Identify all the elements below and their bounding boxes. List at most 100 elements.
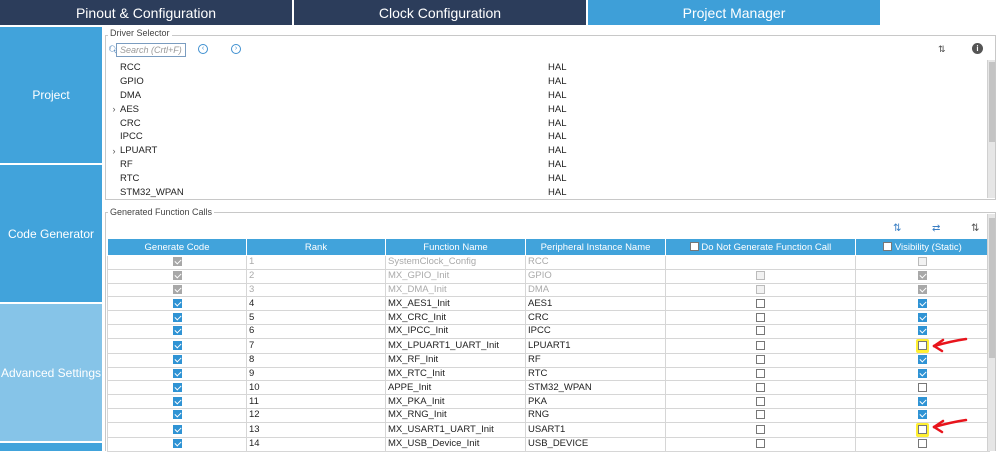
driver-row[interactable]: RCC HAL <box>108 61 988 75</box>
driver-selector-legend: Driver Selector <box>108 28 172 38</box>
driver-row[interactable]: › AES HAL <box>108 102 988 116</box>
generate-code-checkbox[interactable] <box>172 396 182 406</box>
function-name-cell: MX_IPCC_Init <box>385 323 526 339</box>
do-not-generate-checkbox[interactable] <box>756 382 765 392</box>
table-row[interactable]: 11 MX_PKA_Init PKA <box>107 394 990 409</box>
function-table-scrollbar[interactable] <box>987 214 995 451</box>
table-row[interactable]: 8 MX_RF_Init RF <box>107 352 990 368</box>
tab-clock-configuration[interactable]: Clock Configuration <box>294 0 588 25</box>
do-not-generate-all-checkbox[interactable] <box>689 242 699 252</box>
generate-code-checkbox[interactable] <box>172 439 182 449</box>
do-not-generate-checkbox[interactable] <box>756 396 765 406</box>
do-not-generate-checkbox[interactable] <box>756 340 765 350</box>
info-icon[interactable]: i <box>972 43 983 54</box>
generate-code-checkbox[interactable] <box>172 368 182 378</box>
expand-chevron-icon[interactable]: › <box>112 145 116 156</box>
driver-row[interactable]: CRC HAL <box>108 116 988 130</box>
visibility-static-checkbox[interactable] <box>918 340 927 350</box>
driver-peripheral-name: CRC <box>120 117 141 129</box>
move-down-icon[interactable]: ⇄ <box>932 223 941 234</box>
driver-row[interactable]: GPIO HAL <box>108 75 988 89</box>
table-row[interactable]: 7 MX_LPUART1_UART_Init LPUART1 <box>107 337 990 354</box>
driver-type[interactable]: HAL <box>548 117 567 129</box>
driver-type[interactable]: HAL <box>548 103 567 115</box>
driver-row[interactable]: STM32_WPAN HAL <box>108 185 988 199</box>
move-up-icon[interactable]: ⇅ <box>893 223 902 234</box>
peripheral-instance-cell: RTC <box>525 366 666 382</box>
generate-code-checkbox[interactable] <box>172 340 182 350</box>
table-row[interactable]: 10 APPE_Init STM32_WPAN <box>107 380 990 396</box>
driver-type[interactable]: HAL <box>548 131 567 143</box>
driver-row[interactable]: IPCC HAL <box>108 130 988 144</box>
driver-type[interactable]: HAL <box>548 172 567 184</box>
do-not-generate-checkbox[interactable] <box>756 368 765 378</box>
driver-type[interactable]: HAL <box>548 62 567 74</box>
generate-code-checkbox[interactable] <box>172 424 182 434</box>
visibility-static-checkbox[interactable] <box>918 312 927 322</box>
do-not-generate-checkbox[interactable] <box>756 424 765 434</box>
sidebar-item-advanced-settings[interactable]: Advanced Settings <box>0 304 102 441</box>
driver-type[interactable]: HAL <box>548 89 567 101</box>
table-row[interactable]: 13 MX_USART1_UART_Init USART1 <box>107 421 990 438</box>
sidebar-item-project[interactable]: Project <box>0 27 102 163</box>
function-name-cell: MX_DMA_Init <box>385 282 526 298</box>
driver-row[interactable]: RF HAL <box>108 158 988 172</box>
generate-code-checkbox[interactable] <box>172 410 182 420</box>
do-not-generate-checkbox[interactable] <box>756 298 765 308</box>
visibility-static-checkbox[interactable] <box>918 410 927 420</box>
visibility-static-checkbox[interactable] <box>918 326 927 336</box>
peripheral-instance-cell: DMA <box>525 282 666 298</box>
driver-row[interactable]: › LPUART HAL <box>108 144 988 158</box>
driver-list-scrollbar[interactable] <box>987 60 995 198</box>
generate-code-checkbox[interactable] <box>172 355 182 365</box>
table-row[interactable]: 5 MX_CRC_Init CRC <box>107 310 990 325</box>
table-row[interactable]: 3 MX_DMA_Init DMA <box>107 282 990 298</box>
header-rank[interactable]: Rank <box>246 238 386 256</box>
header-peripheral-instance-name[interactable]: Peripheral Instance Name <box>525 238 666 256</box>
expand-all-icon[interactable]: › <box>231 44 241 54</box>
driver-row[interactable]: DMA HAL <box>108 89 988 103</box>
header-visibility-static[interactable]: Visibility (Static) <box>855 238 990 256</box>
sort-icon[interactable]: ⇅ <box>971 223 980 234</box>
table-row[interactable]: 12 MX_RNG_Init RNG <box>107 407 990 423</box>
sidebar-item-code-generator[interactable]: Code Generator <box>0 165 102 302</box>
do-not-generate-checkbox[interactable] <box>756 355 765 365</box>
tab-pinout-configuration[interactable]: Pinout & Configuration <box>0 0 294 25</box>
table-row[interactable]: 9 MX_RTC_Init RTC <box>107 366 990 382</box>
generate-code-checkbox[interactable] <box>172 312 182 322</box>
table-row[interactable]: 1 SystemClock_Config RCC <box>107 255 990 270</box>
generate-code-checkbox[interactable] <box>172 298 182 308</box>
table-row[interactable]: 4 MX_AES1_Init AES1 <box>107 296 990 312</box>
driver-type[interactable]: HAL <box>548 145 567 157</box>
visibility-static-checkbox[interactable] <box>918 368 927 378</box>
header-function-name[interactable]: Function Name <box>385 238 526 256</box>
visibility-static-checkbox[interactable] <box>918 439 927 449</box>
visibility-static-checkbox[interactable] <box>918 396 927 406</box>
visibility-static-checkbox[interactable] <box>918 424 927 434</box>
driver-type[interactable]: HAL <box>548 76 567 88</box>
driver-row[interactable]: RTC HAL <box>108 171 988 185</box>
sort-icon[interactable]: ⇅ <box>938 44 946 54</box>
tab-project-manager[interactable]: Project Manager <box>588 0 882 25</box>
header-do-not-generate[interactable]: Do Not Generate Function Call <box>665 238 856 256</box>
do-not-generate-checkbox[interactable] <box>756 410 765 420</box>
generate-code-checkbox[interactable] <box>172 382 182 392</box>
visibility-static-checkbox[interactable] <box>918 382 927 392</box>
table-row[interactable]: 2 MX_GPIO_Init GPIO <box>107 268 990 284</box>
driver-type[interactable]: HAL <box>548 158 567 170</box>
table-row[interactable]: 6 MX_IPCC_Init IPCC <box>107 323 990 339</box>
do-not-generate-checkbox[interactable] <box>756 326 765 336</box>
visibility-static-checkbox[interactable] <box>918 298 927 308</box>
table-row[interactable]: 14 MX_USB_Device_Init USB_DEVICE <box>107 436 990 452</box>
visibility-static-checkbox[interactable] <box>918 355 927 365</box>
do-not-generate-checkbox[interactable] <box>756 312 765 322</box>
do-not-generate-checkbox <box>756 284 765 294</box>
collapse-all-icon[interactable]: ‹ <box>198 44 208 54</box>
do-not-generate-checkbox[interactable] <box>756 439 765 449</box>
driver-type[interactable]: HAL <box>548 186 567 198</box>
expand-chevron-icon[interactable]: › <box>112 104 116 115</box>
generate-code-checkbox[interactable] <box>172 326 182 336</box>
visibility-all-checkbox[interactable] <box>883 242 893 252</box>
header-generate-code[interactable]: Generate Code <box>107 238 247 256</box>
search-input[interactable]: Search (Crtl+F) <box>116 43 186 57</box>
